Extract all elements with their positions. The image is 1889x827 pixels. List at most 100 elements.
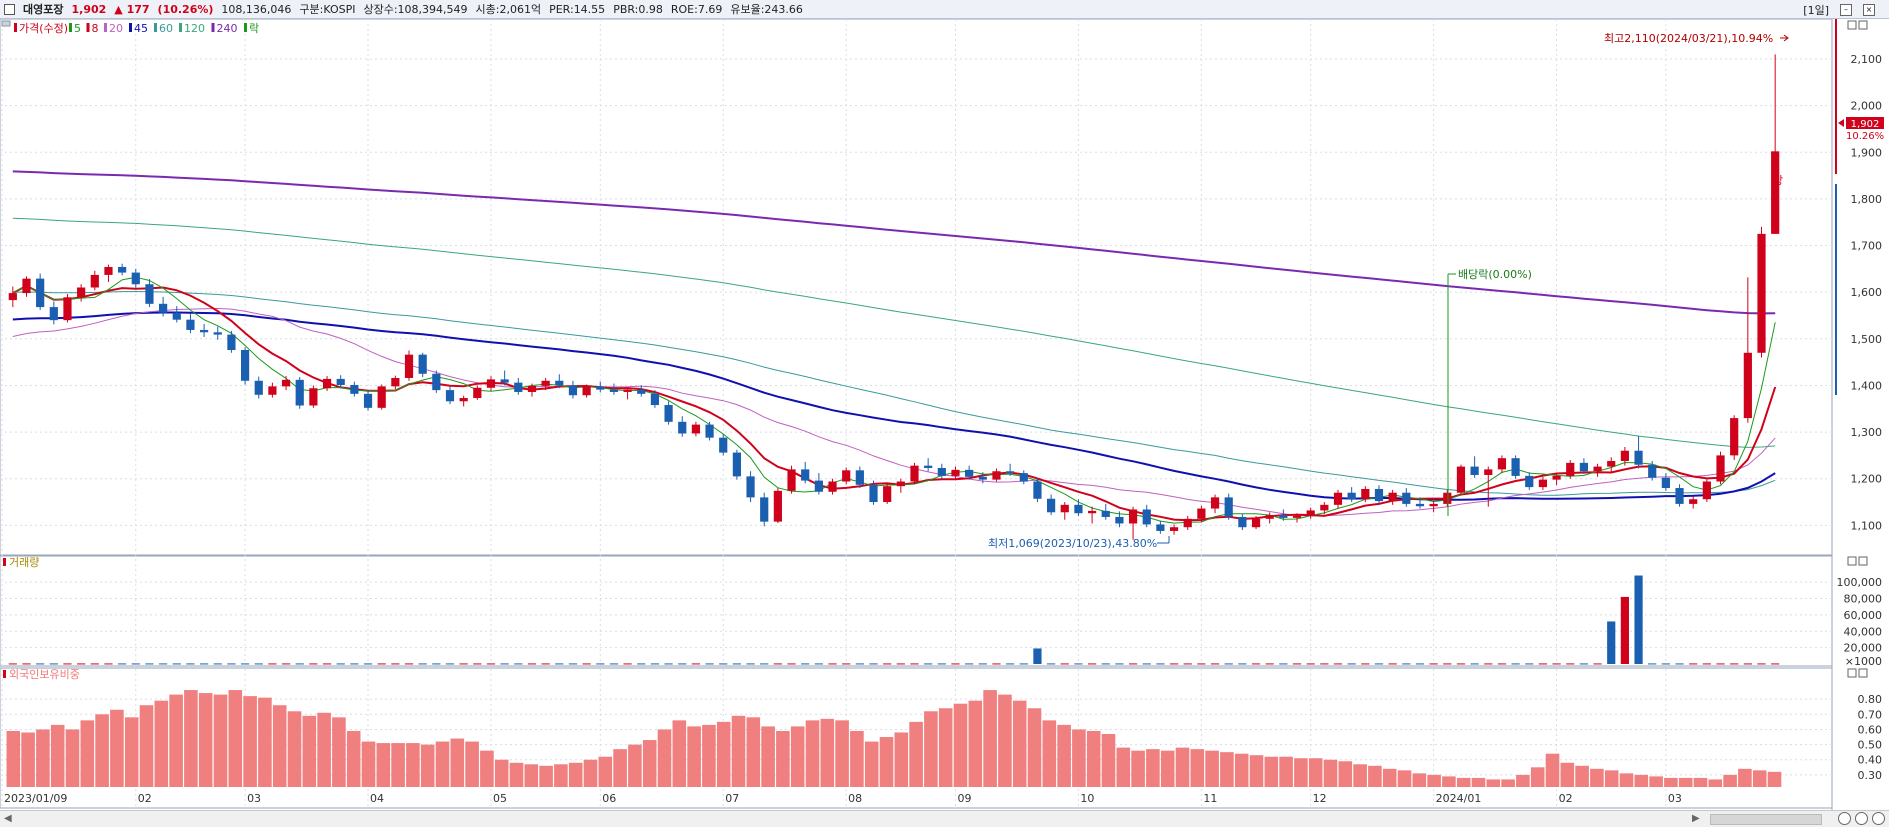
candle-body [1552, 475, 1561, 480]
foreign-ratio-bar [583, 759, 598, 787]
foreign-ratio-bar [864, 741, 879, 787]
candle-body [1019, 473, 1028, 482]
candle [1279, 509, 1288, 521]
foreign-tick-label: 0.30 [1858, 769, 1883, 782]
volume-bar [1648, 663, 1657, 665]
volume-bar [1306, 663, 1315, 665]
candle-body [254, 380, 263, 395]
volume-bar [937, 663, 946, 665]
candle [1210, 494, 1220, 514]
candle-body [1634, 450, 1643, 465]
date-tick-label: 03 [1668, 792, 1682, 805]
zoom-out-icon[interactable] [1855, 812, 1868, 825]
candle [1470, 456, 1479, 478]
foreign-ratio-bar [1575, 765, 1589, 787]
volume-bar [418, 663, 427, 665]
candle [951, 466, 960, 479]
legend-label: 120 [184, 22, 205, 35]
candle [596, 381, 605, 393]
foreign-ratio-bar [687, 726, 701, 787]
close-icon[interactable]: × [1863, 4, 1875, 16]
volume-bar [1497, 663, 1507, 665]
candle [1443, 489, 1452, 507]
period-selector[interactable]: [1일] [1803, 4, 1829, 17]
candle [965, 465, 974, 480]
price-panel-close-button[interactable] [1858, 20, 1868, 30]
foreign-panel-close-button[interactable] [1858, 668, 1868, 678]
volume-bar [1115, 663, 1124, 665]
volume-bar [159, 663, 168, 665]
volume-bar [978, 663, 987, 665]
candle [1333, 489, 1343, 509]
volume-bar [1033, 648, 1042, 664]
candle [1238, 514, 1247, 531]
candle [391, 375, 400, 390]
foreign-ratio-bar [213, 694, 228, 787]
volume-bar [1552, 663, 1561, 665]
foreign-ratio-bar [716, 721, 731, 787]
volume-panel-close-button[interactable] [1858, 556, 1868, 566]
volume-bar [459, 663, 468, 665]
candlestick-series [8, 54, 1780, 540]
foreign-ratio-bar [1708, 779, 1723, 787]
foreign-ratio-bar [50, 724, 65, 787]
candle-body [1279, 515, 1288, 518]
foreign-ratio-bar [805, 720, 820, 787]
candle [527, 383, 537, 397]
candle-body [1060, 504, 1069, 513]
candle [1415, 497, 1425, 509]
volume-bar [1689, 663, 1698, 665]
volume-bar [1675, 663, 1684, 665]
candle [1169, 524, 1179, 535]
candle-body [1579, 462, 1589, 472]
candle-body [1074, 504, 1083, 514]
foreign-ratio-bar [317, 712, 331, 787]
candle [1033, 477, 1042, 503]
foreign-ratio-bar [1664, 777, 1678, 787]
candle-body [199, 329, 209, 333]
price-panel-max-button[interactable] [1847, 20, 1857, 30]
candle [213, 326, 222, 340]
candle-body [1497, 458, 1507, 470]
foreign-ratio-bar [924, 711, 938, 787]
scrollbar-thumb[interactable] [1710, 814, 1822, 825]
ma-60-line [12, 290, 1776, 496]
candle [1538, 476, 1548, 490]
date-tick-label: 11 [1203, 792, 1217, 805]
candle-body [978, 476, 987, 480]
foreign-ratio-bar [258, 697, 272, 787]
foreign-panel-max-button[interactable] [1847, 668, 1857, 678]
volume-bar [322, 663, 332, 665]
scroll-right-icon[interactable]: ▶ [1692, 813, 1700, 824]
foreign-ratio-bar [1530, 767, 1545, 787]
candle [1347, 487, 1356, 503]
foreign-ratio-bar [524, 764, 539, 787]
foreign-ratio-bar [1767, 771, 1782, 787]
panel-buttons [1, 20, 1868, 678]
candle [1074, 499, 1083, 517]
candle [1087, 506, 1097, 524]
date-tick-label: 10 [1080, 792, 1094, 805]
candle [1511, 455, 1520, 479]
candle-body [90, 274, 99, 288]
chart-scrollbar[interactable]: ◀ ▶ [0, 810, 1889, 827]
chart-checkbox[interactable] [4, 3, 15, 15]
candle-body [8, 293, 17, 301]
price-panel-handle[interactable] [1, 20, 11, 27]
volume-bar [131, 663, 140, 665]
date-x-axis: 2023/01/09 02 03 04 05 06 07 08 09 10 11 12 2024/01 0… [4, 792, 1682, 805]
candle-body [22, 278, 31, 294]
volume-bar [104, 663, 113, 665]
candle [432, 370, 441, 393]
scroll-left-icon[interactable]: ◀ [4, 813, 12, 824]
foreign-ratio-bar [672, 720, 687, 787]
volume-panel-max-button[interactable] [1847, 556, 1857, 566]
volume-bar [514, 663, 523, 665]
zoom-in-icon[interactable] [1838, 812, 1851, 825]
zoom-reset-icon[interactable] [1872, 812, 1885, 825]
candle-body [1251, 518, 1261, 528]
volume-bar [1429, 663, 1438, 665]
volume-bar [145, 663, 154, 665]
minimize-icon[interactable]: – [1840, 4, 1852, 16]
candle-body [1169, 527, 1179, 531]
